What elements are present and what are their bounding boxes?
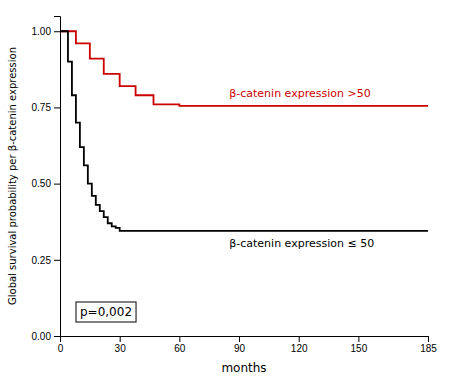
y-tick: 0.25 <box>32 255 60 266</box>
x-axis: 0 30 60 90 120 150 185 <box>58 336 438 354</box>
y-tick: 0.75 <box>32 102 60 113</box>
y-tick: 0.00 <box>32 331 60 342</box>
curve-label: β-catenin expression >50 <box>229 87 370 100</box>
y-tick-mark <box>54 260 60 261</box>
x-tick-label: 185 <box>420 343 437 354</box>
x-tick-label: 60 <box>174 343 186 354</box>
y-tick-label: 0.00 <box>32 331 52 342</box>
x-tick: 0 <box>58 336 64 354</box>
annotation-text: p=0,002 <box>80 305 132 319</box>
x-tick-mark <box>179 336 180 342</box>
survival-curve <box>60 31 428 231</box>
chart: 0 30 60 90 120 150 185 0.00 0.25 0.50 0.75 1.00 mont… <box>0 0 450 380</box>
y-tick-mark <box>54 184 60 185</box>
curve-labels: β-catenin expression >50 β-catenin expres… <box>229 87 374 250</box>
x-tick: 60 <box>174 336 186 354</box>
y-tick-label: 0.50 <box>32 178 52 189</box>
x-tick-label: 120 <box>291 343 308 354</box>
y-axis-title: Global survival probability per β-cateni… <box>7 47 18 305</box>
x-tick: 185 <box>420 336 437 354</box>
x-tick-mark <box>358 336 359 342</box>
y-tick-mark <box>54 31 60 32</box>
x-tick-mark <box>299 336 300 342</box>
y-axis: 0.00 0.25 0.50 0.75 1.00 <box>32 17 61 342</box>
lines <box>60 31 428 231</box>
annotation: p=0,002 <box>76 302 136 322</box>
x-tick-label: 0 <box>58 343 64 354</box>
x-tick-label: 30 <box>115 343 127 354</box>
y-tick: 0.50 <box>32 178 60 189</box>
y-tick-label: 0.25 <box>32 255 52 266</box>
x-tick-mark <box>239 336 240 342</box>
y-tick-label: 0.75 <box>32 102 52 113</box>
x-tick-label: 150 <box>351 343 368 354</box>
y-axis-line <box>54 17 61 337</box>
y-tick-label: 1.00 <box>32 26 52 37</box>
y-tick-mark <box>54 107 60 108</box>
y-tick-mark <box>54 336 60 337</box>
x-axis-title: months <box>221 361 266 375</box>
annotation-box <box>76 302 136 322</box>
x-tick: 30 <box>115 336 127 354</box>
plot: 0 30 60 90 120 150 185 0.00 0.25 0.50 0.75 1.00 mont… <box>7 17 437 376</box>
x-tick: 150 <box>351 336 368 354</box>
x-tick-label: 90 <box>234 343 246 354</box>
curve-label: β-catenin expression ≤ 50 <box>229 237 374 250</box>
x-tick: 120 <box>291 336 308 354</box>
survival-curve <box>60 31 428 106</box>
x-axis-line <box>61 337 429 343</box>
x-tick-mark <box>428 336 429 342</box>
x-tick: 90 <box>234 336 246 354</box>
y-tick: 1.00 <box>32 26 60 37</box>
x-tick-mark <box>120 336 121 342</box>
